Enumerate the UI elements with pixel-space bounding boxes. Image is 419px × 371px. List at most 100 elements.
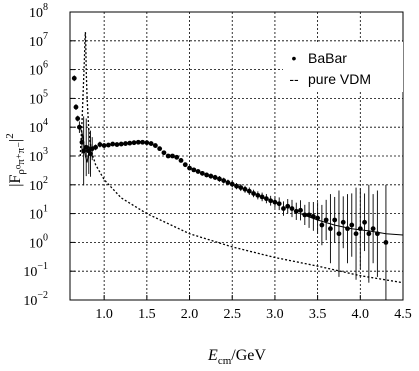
- babar-point: [174, 154, 180, 160]
- vdm-curve: [79, 32, 404, 284]
- babar-point: [225, 180, 231, 185]
- y-tick-label: 102: [29, 175, 48, 194]
- babar-point: [353, 231, 359, 237]
- babar-point: [272, 199, 278, 205]
- babar-point: [110, 141, 116, 147]
- babar-point: [234, 183, 239, 189]
- x-tick-label: 1.0: [95, 307, 113, 322]
- y-axis-title: |Fρ⁰π⁺π⁻|2: [4, 133, 27, 186]
- y-tick-label: 103: [29, 146, 48, 165]
- babar-point: [242, 186, 248, 192]
- babar-point: [127, 140, 133, 146]
- babar-point: [199, 170, 205, 176]
- y-tick-label: 10−2: [23, 290, 48, 309]
- babar-point: [148, 141, 154, 146]
- babar-point: [97, 142, 103, 147]
- babar-point: [106, 142, 111, 148]
- babar-point: [101, 143, 107, 148]
- babar-point: [131, 140, 137, 146]
- babar-point: [144, 140, 150, 146]
- babar-point: [268, 198, 274, 204]
- babar-point: [161, 150, 167, 156]
- babar-point: [281, 206, 286, 211]
- babar-point: [383, 240, 389, 245]
- y-tick-label: 101: [29, 204, 48, 223]
- data-layer: [71, 32, 404, 300]
- x-tick-label: 2.0: [181, 307, 199, 322]
- babar-point: [298, 207, 303, 213]
- babar-point: [366, 231, 372, 237]
- y-tick-label: 100: [29, 232, 48, 251]
- x-tick-label: 4.0: [352, 307, 370, 322]
- babar-point: [140, 139, 145, 145]
- babar-point: [75, 116, 81, 121]
- babar-point: [83, 144, 89, 150]
- babar-point: [238, 185, 244, 190]
- babar-point: [336, 231, 342, 237]
- babar-point: [152, 143, 158, 148]
- babar-point: [178, 158, 184, 163]
- x-tick-label: 4.5: [394, 307, 412, 322]
- babar-point: [157, 146, 163, 152]
- y-tick-label: 105: [29, 88, 48, 107]
- babar-point: [204, 172, 210, 178]
- babar-point: [306, 212, 312, 218]
- babar-point: [285, 203, 291, 209]
- babar-point: [221, 178, 227, 183]
- babar-point: [315, 215, 321, 221]
- babar-point: [246, 188, 252, 194]
- babar-point: [340, 219, 346, 225]
- babar-point: [76, 124, 82, 130]
- babar-point: [208, 173, 214, 179]
- babar-point: [191, 167, 197, 173]
- babar-point: [319, 222, 325, 228]
- babar-point: [251, 191, 256, 196]
- babar-point: [182, 162, 188, 168]
- x-axis-title: Ecm/GeV: [207, 347, 266, 367]
- babar-point: [114, 142, 120, 147]
- babar-point: [263, 196, 269, 202]
- babar-point: [165, 153, 171, 159]
- x-tick-label: 2.5: [223, 307, 241, 322]
- babar-point: [88, 151, 93, 157]
- babar-point: [328, 226, 333, 232]
- babar-point: [332, 217, 338, 223]
- babar-point: [259, 194, 265, 200]
- babar-point: [187, 165, 192, 171]
- babar-point: [289, 206, 295, 211]
- babar-point: [212, 175, 218, 180]
- y-tick-label: 108: [29, 2, 48, 21]
- y-tick-label: 107: [29, 31, 48, 50]
- x-tick-label: 1.5: [138, 307, 156, 322]
- babar-point: [118, 141, 124, 147]
- babar-point: [123, 141, 128, 146]
- babar-point: [374, 231, 380, 237]
- babar-point: [93, 144, 99, 150]
- babar-point: [255, 192, 261, 198]
- babar-point: [217, 176, 222, 182]
- legend-item-vdm: -- pure VDM: [289, 71, 371, 87]
- babar-point: [71, 75, 77, 81]
- x-tick-label: 3.5: [309, 307, 327, 322]
- legend-label-babar: BaBar: [308, 50, 347, 66]
- babar-point: [349, 222, 355, 228]
- babar-point: [276, 201, 282, 207]
- y-tick-label: 104: [29, 117, 48, 136]
- babar-point: [81, 148, 87, 154]
- babar-point: [293, 208, 299, 214]
- legend: • BaBar -- pure VDM: [283, 42, 403, 92]
- babar-point: [195, 169, 201, 174]
- legend-background: [283, 42, 403, 92]
- babar-point: [345, 226, 350, 232]
- legend-marker-vdm: --: [289, 71, 299, 87]
- x-tick-label: 3.0: [266, 307, 284, 322]
- legend-marker-babar: •: [292, 50, 297, 66]
- babar-point: [73, 104, 79, 110]
- babar-point: [79, 139, 85, 145]
- babar-point: [370, 226, 376, 232]
- babar-point: [135, 139, 141, 145]
- babar-point: [229, 181, 235, 187]
- legend-label-vdm: pure VDM: [308, 71, 371, 87]
